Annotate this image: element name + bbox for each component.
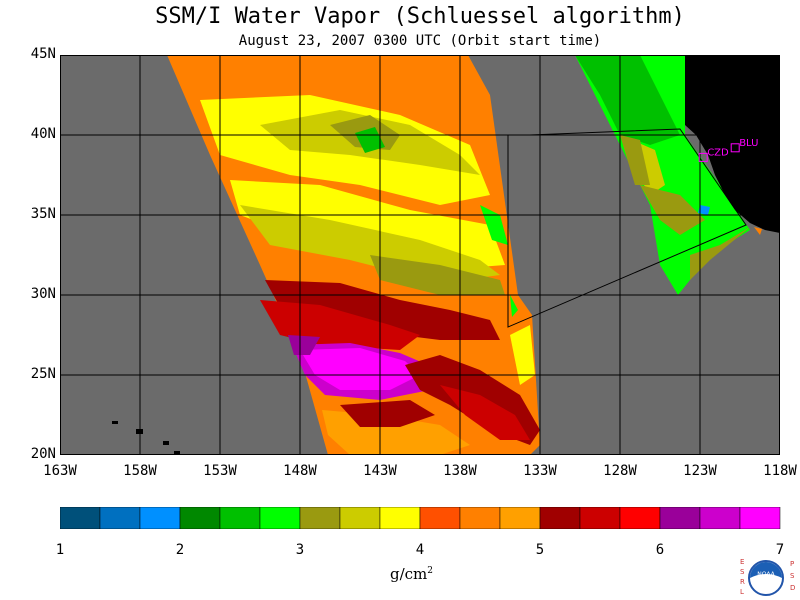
colorbar-tick-label: 1 — [55, 542, 65, 558]
lat-label: 30N — [30, 286, 56, 302]
colorbar-swatch — [60, 507, 101, 529]
colorbar-swatch — [99, 507, 141, 529]
lon-label: 118W — [763, 463, 797, 479]
water-vapor-map: CZD BLU — [60, 55, 780, 455]
lon-label: 133W — [523, 463, 557, 479]
station-markers: CZD BLU — [698, 138, 758, 162]
colorbar-tick-label: 5 — [535, 542, 545, 558]
lon-label: 138W — [443, 463, 477, 479]
colorbar-swatch — [339, 507, 381, 529]
colorbar-swatch — [139, 507, 181, 529]
colorbar-swatch — [459, 507, 501, 529]
lon-label: 158W — [123, 463, 157, 479]
colorbar-tick-label: 6 — [655, 542, 665, 558]
colorbar-swatch — [299, 507, 341, 529]
svg-text:L: L — [740, 588, 744, 596]
colorbar-swatch — [179, 507, 221, 529]
map-title: SSM/I Water Vapor (Schluessel algorithm) — [155, 4, 685, 29]
lat-label: 45N — [30, 46, 56, 62]
lat-label: 40N — [30, 126, 56, 142]
colorbar-swatch — [659, 507, 701, 529]
svg-text:S: S — [790, 572, 795, 580]
svg-text:D: D — [790, 584, 795, 592]
lon-label: 163W — [43, 463, 77, 479]
lon-label: 153W — [203, 463, 237, 479]
noaa-logo: E S R L NOAA P S D — [740, 558, 795, 596]
colorbar-swatch — [219, 507, 261, 529]
station-marker — [730, 143, 740, 153]
station-label: CZD — [707, 147, 729, 158]
colorbar-tick-label: 2 — [175, 542, 185, 558]
lat-label: 35N — [30, 206, 56, 222]
svg-text:P: P — [790, 560, 794, 568]
colorbar-tick-label: 4 — [415, 542, 425, 558]
units-exponent: 2 — [427, 566, 434, 576]
colorbar — [60, 507, 781, 529]
lat-lon-grid — [60, 55, 780, 455]
domain-outline — [507, 128, 747, 328]
units-base: g/cm — [390, 565, 428, 583]
colorbar-swatch — [579, 507, 621, 529]
map-subtitle: August 23, 2007 0300 UTC (Orbit start ti… — [238, 33, 602, 49]
svg-text:NOAA: NOAA — [757, 571, 775, 578]
colorbar-swatch — [739, 507, 781, 529]
colorbar-swatch — [379, 507, 421, 529]
lat-label: 25N — [30, 366, 56, 382]
colorbar-swatch — [499, 507, 541, 529]
colorbar-swatch — [539, 507, 581, 529]
station-marker — [698, 152, 708, 162]
station-label: BLU — [739, 138, 758, 149]
colorbar-swatch — [259, 507, 301, 529]
lat-label: 20N — [30, 446, 56, 462]
satellite-swath-west — [167, 55, 540, 455]
lon-label: 128W — [603, 463, 637, 479]
colorbar-units: g/cm2 — [390, 565, 433, 583]
colorbar-swatch — [419, 507, 461, 529]
colorbar-tick-label: 7 — [775, 542, 785, 558]
svg-text:S: S — [740, 568, 745, 576]
colorbar-swatch — [619, 507, 661, 529]
svg-text:E: E — [740, 558, 744, 566]
lon-label: 143W — [363, 463, 397, 479]
lon-label: 148W — [283, 463, 317, 479]
satellite-swath-east — [575, 55, 762, 295]
colorbar-tick-label: 3 — [295, 542, 305, 558]
svg-text:R: R — [740, 578, 745, 586]
colorbar-swatch — [699, 507, 741, 529]
lon-label: 123W — [683, 463, 717, 479]
